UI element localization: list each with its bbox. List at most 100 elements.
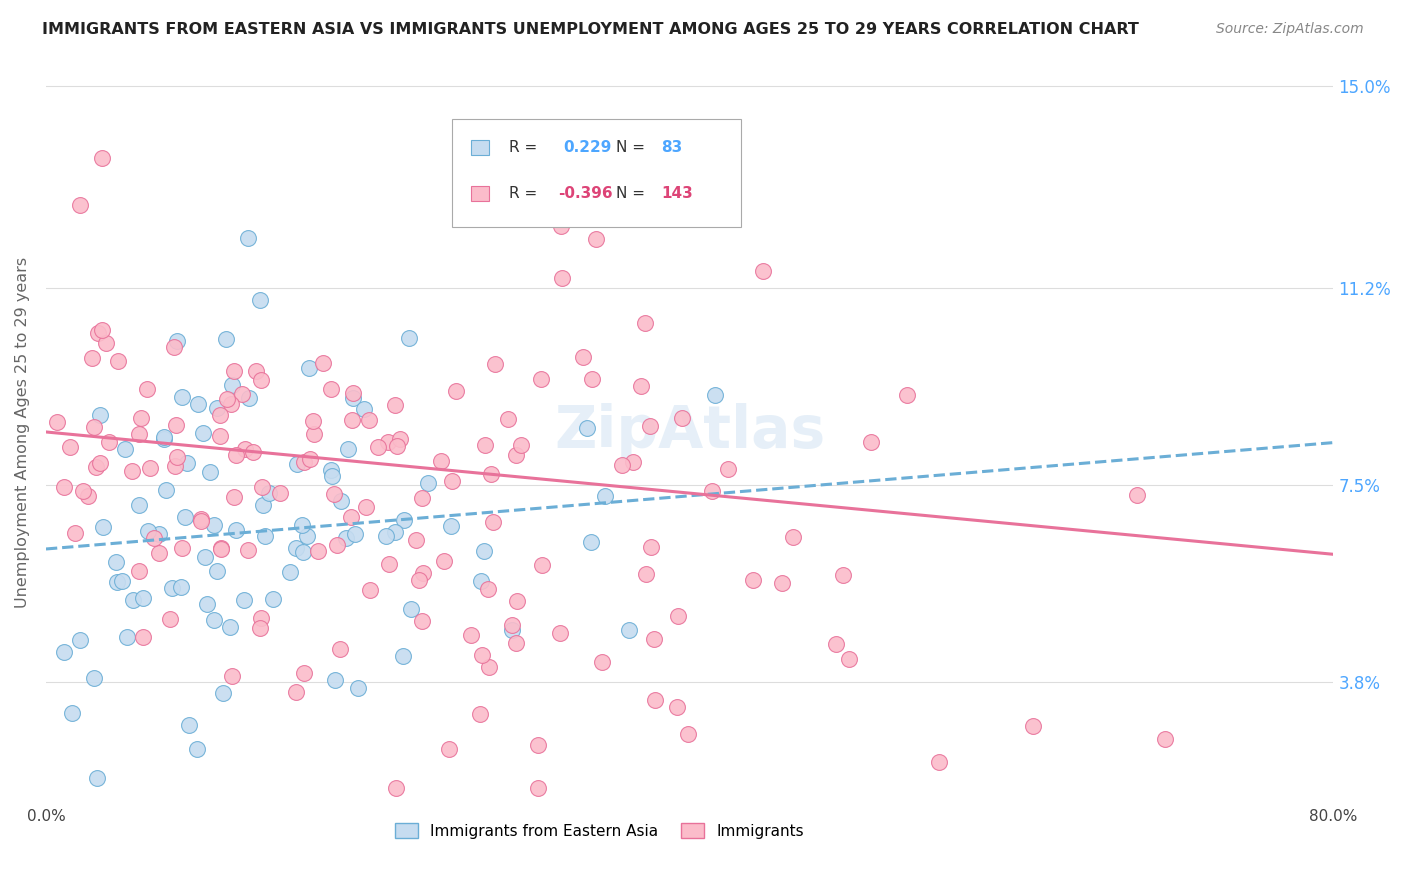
Point bbox=[437, 742, 460, 756]
Point bbox=[859, 434, 882, 449]
Point bbox=[474, 437, 496, 451]
Point bbox=[367, 440, 389, 454]
Point bbox=[581, 372, 603, 386]
Point bbox=[770, 575, 793, 590]
Point bbox=[676, 726, 699, 740]
Point bbox=[478, 660, 501, 674]
Point bbox=[666, 700, 689, 714]
Point bbox=[405, 533, 427, 547]
Point bbox=[378, 557, 401, 571]
Point bbox=[340, 509, 363, 524]
Point bbox=[176, 456, 198, 470]
Point bbox=[132, 630, 155, 644]
Point bbox=[329, 642, 352, 657]
Point bbox=[170, 580, 193, 594]
Point bbox=[399, 601, 422, 615]
Point bbox=[323, 673, 346, 687]
Point bbox=[440, 474, 463, 488]
Point bbox=[359, 582, 381, 597]
Point bbox=[634, 566, 657, 581]
Point bbox=[591, 655, 613, 669]
Text: IMMIGRANTS FROM EASTERN ASIA VS IMMIGRANTS UNEMPLOYMENT AMONG AGES 25 TO 29 YEAR: IMMIGRANTS FROM EASTERN ASIA VS IMMIGRAN… bbox=[42, 22, 1139, 37]
Point bbox=[481, 515, 503, 529]
Point bbox=[221, 378, 243, 392]
Point bbox=[411, 491, 433, 505]
Point bbox=[52, 645, 75, 659]
Point bbox=[90, 322, 112, 336]
Point bbox=[209, 408, 232, 422]
Point bbox=[238, 391, 260, 405]
Point bbox=[139, 461, 162, 475]
Point bbox=[59, 440, 82, 454]
Point bbox=[346, 681, 368, 695]
Text: Source: ZipAtlas.com: Source: ZipAtlas.com bbox=[1216, 22, 1364, 37]
Point bbox=[62, 706, 84, 721]
Point bbox=[301, 414, 323, 428]
Point bbox=[128, 498, 150, 512]
Point bbox=[896, 388, 918, 402]
Point bbox=[825, 638, 848, 652]
Point bbox=[572, 350, 595, 364]
Point bbox=[408, 574, 430, 588]
Point bbox=[335, 532, 357, 546]
Point bbox=[416, 475, 439, 490]
Point bbox=[634, 316, 657, 330]
Point bbox=[80, 351, 103, 365]
Point bbox=[704, 388, 727, 402]
Point bbox=[236, 543, 259, 558]
Text: N =: N = bbox=[616, 140, 650, 155]
Point bbox=[505, 636, 527, 650]
Point bbox=[640, 541, 662, 555]
Point bbox=[209, 542, 232, 557]
Point bbox=[326, 538, 349, 552]
Point bbox=[111, 574, 134, 588]
Point bbox=[225, 523, 247, 537]
Point bbox=[233, 592, 256, 607]
Text: ZipAtlas: ZipAtlas bbox=[554, 403, 825, 460]
Point bbox=[172, 541, 194, 556]
Point bbox=[387, 439, 409, 453]
Point bbox=[152, 432, 174, 446]
Point bbox=[666, 609, 689, 624]
Point bbox=[741, 573, 763, 587]
Point bbox=[231, 386, 253, 401]
Point bbox=[155, 483, 177, 498]
Point bbox=[190, 512, 212, 526]
Point bbox=[89, 409, 111, 423]
Point bbox=[388, 433, 411, 447]
Point bbox=[172, 390, 194, 404]
Point bbox=[148, 546, 170, 560]
Point bbox=[484, 357, 506, 371]
Point bbox=[392, 513, 415, 527]
Point bbox=[702, 483, 724, 498]
Point bbox=[433, 554, 456, 568]
Point bbox=[221, 669, 243, 683]
Point bbox=[107, 354, 129, 368]
Point bbox=[292, 455, 315, 469]
Text: R =: R = bbox=[509, 140, 543, 155]
Point bbox=[252, 498, 274, 512]
Point bbox=[336, 442, 359, 456]
Point bbox=[262, 591, 284, 606]
Point bbox=[619, 623, 641, 637]
Point bbox=[65, 526, 87, 541]
Point bbox=[640, 418, 662, 433]
Bar bbox=[471, 186, 489, 201]
Point bbox=[330, 494, 353, 508]
Point bbox=[238, 230, 260, 244]
Point bbox=[472, 543, 495, 558]
Point bbox=[312, 356, 335, 370]
Point bbox=[340, 413, 363, 427]
Point bbox=[510, 438, 533, 452]
Point bbox=[550, 271, 572, 285]
Point bbox=[307, 544, 329, 558]
Point bbox=[187, 396, 209, 410]
Point bbox=[593, 489, 616, 503]
Point bbox=[585, 232, 607, 246]
Point bbox=[477, 582, 499, 596]
Point bbox=[249, 610, 271, 624]
Point bbox=[72, 484, 94, 499]
Point bbox=[87, 326, 110, 341]
Point bbox=[242, 445, 264, 459]
Point bbox=[204, 613, 226, 627]
